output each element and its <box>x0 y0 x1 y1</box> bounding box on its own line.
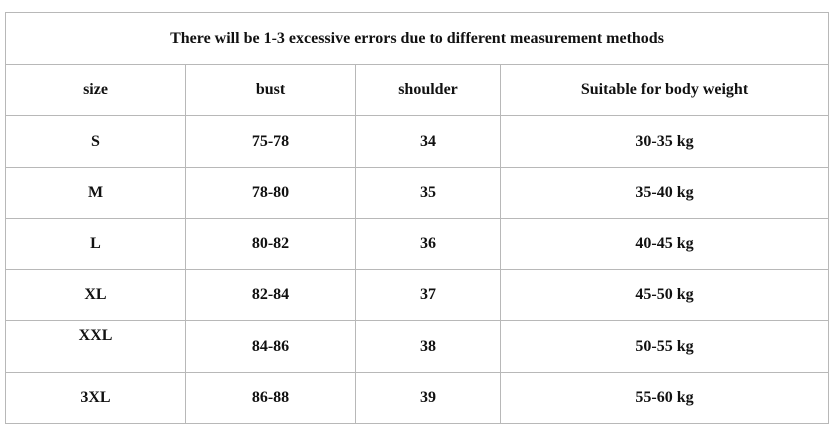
data-row: L 80-82 36 40-45 kg <box>5 217 830 271</box>
data-row: 3XL 86-88 39 55-60 kg <box>5 371 830 425</box>
header-row: size bust shoulder Suitable for body weight <box>5 64 830 117</box>
data-cell: 50-55 kg <box>499 320 830 373</box>
header-cell: size <box>5 64 186 117</box>
table-body: There will be 1-3 excessive errors due t… <box>4 11 830 425</box>
data-cell: 36 <box>355 217 501 271</box>
data-row: M 78-80 35 35-40 kg <box>5 166 830 219</box>
data-cell: 39 <box>355 371 501 425</box>
data-row: XL 82-84 37 45-50 kg <box>5 269 830 322</box>
data-cell: 78-80 <box>185 166 356 219</box>
data-cell: 86-88 <box>185 371 356 425</box>
title-row: There will be 1-3 excessive errors due t… <box>4 11 830 66</box>
data-cell: 40-45 kg <box>499 217 830 271</box>
data-cell: M <box>5 166 186 219</box>
data-cell: 82-84 <box>185 269 356 322</box>
data-cell: XXL <box>5 320 186 373</box>
data-cell: 75-78 <box>185 115 356 168</box>
data-row: XXL 84-86 38 50-55 kg <box>5 320 830 373</box>
data-cell: 55-60 kg <box>499 371 830 425</box>
data-cell: 35 <box>355 166 501 219</box>
data-cell: 80-82 <box>185 217 356 271</box>
table-title: There will be 1-3 excessive errors due t… <box>4 11 830 66</box>
data-cell: 34 <box>355 115 501 168</box>
data-cell: 38 <box>355 320 501 373</box>
size-table: There will be 1-3 excessive errors due t… <box>4 11 830 425</box>
data-cell: 3XL <box>5 371 186 425</box>
data-cell: L <box>5 217 186 271</box>
data-row: S 75-78 34 30-35 kg <box>5 115 830 168</box>
header-cell: bust <box>185 64 356 117</box>
data-cell: 45-50 kg <box>499 269 830 322</box>
header-cell: shoulder <box>355 64 501 117</box>
data-cell: 37 <box>355 269 501 322</box>
data-cell: S <box>5 115 186 168</box>
data-cell: 30-35 kg <box>499 115 830 168</box>
data-cell: XL <box>5 269 186 322</box>
header-cell: Suitable for body weight <box>499 64 830 117</box>
data-cell: 35-40 kg <box>499 166 830 219</box>
data-cell: 84-86 <box>185 320 356 373</box>
